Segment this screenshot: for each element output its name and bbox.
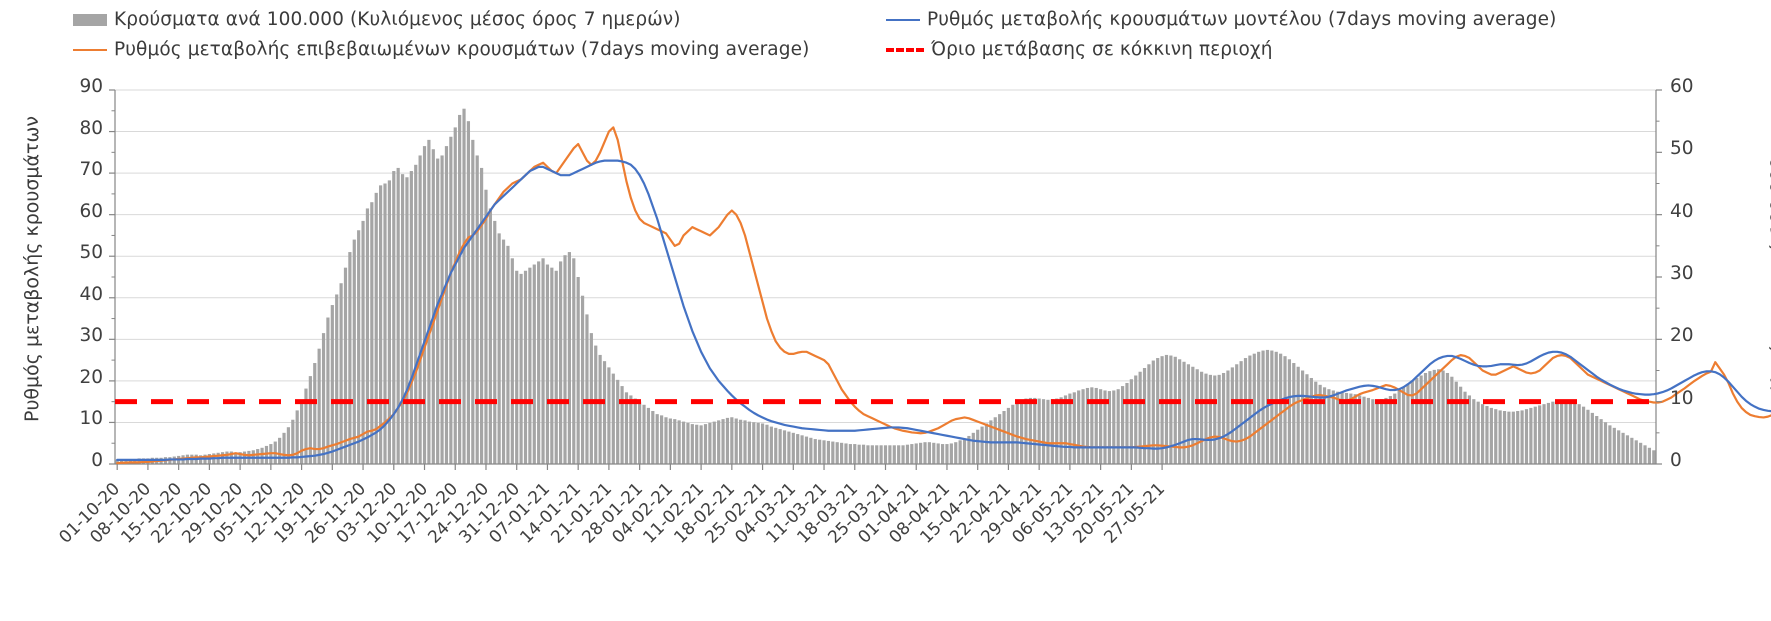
line-swatch-icon [73, 48, 107, 51]
legend-item-model-rate[interactable]: Ρυθμός μεταβολής κρουσμάτων μοντέλου (7d… [886, 9, 1556, 30]
legend-item-confirmed-rate[interactable]: Ρυθμός μεταβολής επιβεβαιωμένων κρουσμάτ… [73, 39, 809, 60]
y-axis-left-tick: 30 [79, 325, 103, 347]
legend-label: Όριο μετάβασης σε κόκκινη περιοχή [931, 39, 1273, 60]
y-axis-left-tick: 10 [79, 408, 103, 430]
y-axis-right-tick: 40 [1670, 200, 1694, 222]
y-axis-left-tick: 0 [91, 450, 103, 471]
y-axis-right-tick: 50 [1670, 138, 1694, 160]
y-axis-left-tick: 50 [79, 242, 103, 264]
legend-label: Κρούσματα ανά 100.000 (Κυλιόμενος μέσος … [114, 9, 681, 30]
y-axis-right-tick: 0 [1670, 450, 1682, 471]
legend-item-cases-per-100000[interactable]: Κρούσματα ανά 100.000 (Κυλιόμενος μέσος … [73, 9, 681, 30]
y-axis-left-tick: 60 [79, 200, 103, 222]
line-swatch-icon [886, 18, 920, 21]
legend-label: Ρυθμός μεταβολής κρουσμάτων μοντέλου (7d… [927, 9, 1557, 30]
y-axis-left-tick: 70 [79, 159, 103, 181]
dashed-line-swatch-icon [886, 47, 924, 52]
legend-item-red-zone-threshold[interactable]: Όριο μετάβασης σε κόκκινη περιοχή [886, 39, 1273, 60]
y-axis-right-tick: 20 [1670, 325, 1694, 347]
y-axis-right-tick: 30 [1670, 263, 1694, 284]
y-axis-left-tick: 90 [79, 76, 103, 97]
y-axis-left-tick: 80 [79, 117, 103, 139]
y-axis-left-tick: 20 [79, 366, 103, 388]
line-series-1 [116, 159, 1771, 461]
y-axis-right-tick: 10 [1670, 387, 1694, 409]
plot-area [109, 88, 1771, 470]
y-axis-right-title: Κρούσματα ανά 100.000 [1767, 156, 1771, 392]
y-axis-left-tick: 40 [79, 283, 103, 305]
bar-swatch-icon [73, 13, 107, 26]
y-axis-left-title: Ρυθμός μεταβολής κρουσμάτων [21, 115, 43, 423]
chart-legend: Κρούσματα ανά 100.000 (Κυλιόμενος μέσος … [0, 0, 1771, 64]
y-axis-right-tick: 60 [1670, 76, 1694, 97]
plot-svg [109, 89, 1771, 470]
bar-series [115, 108, 1656, 465]
legend-label: Ρυθμός μεταβολής επιβεβαιωμένων κρουσμάτ… [114, 39, 810, 60]
